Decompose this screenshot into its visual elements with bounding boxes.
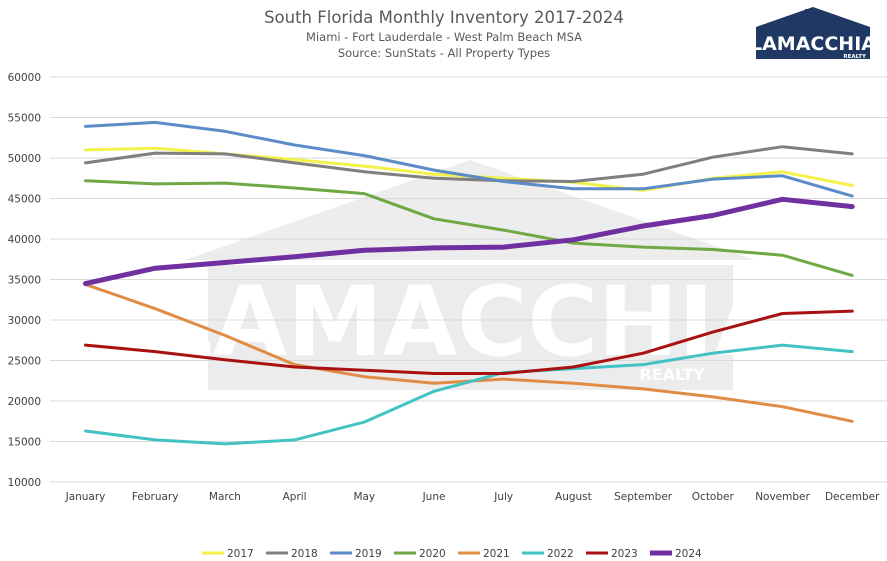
logo-name: LAMACCHIA (750, 33, 876, 55)
legend-item-2024: 2024 (650, 548, 702, 560)
legend-item-2021: 2021 (458, 548, 510, 560)
y-tick-label: 25000 (8, 356, 41, 368)
x-tick-label: June (422, 491, 446, 503)
y-tick-label: 20000 (8, 396, 41, 408)
y-tick-label: 30000 (8, 315, 41, 327)
y-tick-label: 15000 (8, 437, 41, 449)
series-line-2022 (84, 343, 854, 446)
watermark-tagline: REALTY (639, 365, 705, 384)
x-tick-label: July (493, 491, 513, 503)
series-line-2019 (84, 120, 854, 198)
logo-tagline: REALTY (843, 54, 867, 60)
legend-label: 2024 (675, 548, 702, 560)
legend-label: 2023 (611, 548, 638, 560)
logo-chimney-icon (805, 9, 812, 19)
y-tick-label: 55000 (8, 113, 41, 125)
chart-source: Source: SunStats - All Property Types (338, 46, 550, 60)
series-line-2023 (84, 309, 854, 375)
x-tick-label: August (555, 491, 592, 503)
x-tick-label: December (825, 491, 880, 503)
watermark-roof (185, 160, 755, 260)
y-tick-label: 35000 (8, 275, 41, 287)
legend-item-2017: 2017 (202, 548, 254, 560)
legend-label: 2018 (291, 548, 318, 560)
x-tick-label: February (132, 491, 179, 503)
logo-roof-icon (756, 7, 870, 27)
lamacchia-logo: LAMACCHIA REALTY (750, 7, 876, 60)
gridlines (50, 76, 887, 483)
chart-title: South Florida Monthly Inventory 2017-202… (264, 8, 624, 27)
legend-item-2020: 2020 (394, 548, 446, 560)
legend: 2017 2018 2019 2020 2021 2022 2023 2024 (202, 548, 702, 560)
x-tick-label: September (614, 491, 673, 503)
x-tick-label: October (692, 491, 735, 503)
series-line-2024 (83, 196, 855, 287)
x-axis-ticks: January February March April May June July Augu… (65, 491, 881, 503)
series-line-2020 (84, 179, 854, 277)
y-axis-ticks: 10000 15000 20000 25000 30000 35000 40000 45000… (8, 72, 41, 489)
series-line-2018 (84, 145, 854, 183)
y-tick-label: 45000 (8, 194, 41, 206)
legend-item-2022: 2022 (522, 548, 574, 560)
chart-subtitle: Miami - Fort Lauderdale - West Palm Beac… (306, 30, 582, 44)
x-tick-label: March (209, 491, 241, 503)
watermark-logo: LAMACCHIA REALTY (152, 160, 788, 390)
y-tick-label: 50000 (8, 153, 41, 165)
legend-label: 2022 (547, 548, 574, 560)
legend-item-2023: 2023 (586, 548, 638, 560)
y-tick-label: 10000 (8, 477, 41, 489)
legend-label: 2017 (227, 548, 254, 560)
x-tick-label: May (353, 491, 375, 503)
x-tick-label: November (755, 491, 810, 503)
y-tick-label: 40000 (8, 234, 41, 246)
watermark-house-body (208, 265, 733, 390)
y-tick-label: 60000 (8, 72, 41, 84)
legend-item-2019: 2019 (330, 548, 382, 560)
legend-label: 2020 (419, 548, 446, 560)
x-tick-label: January (65, 491, 106, 503)
x-tick-label: April (283, 491, 307, 503)
logo-body (756, 27, 870, 59)
legend-label: 2019 (355, 548, 382, 560)
legend-item-2018: 2018 (266, 548, 318, 560)
legend-label: 2021 (483, 548, 510, 560)
series-lines (83, 120, 855, 446)
